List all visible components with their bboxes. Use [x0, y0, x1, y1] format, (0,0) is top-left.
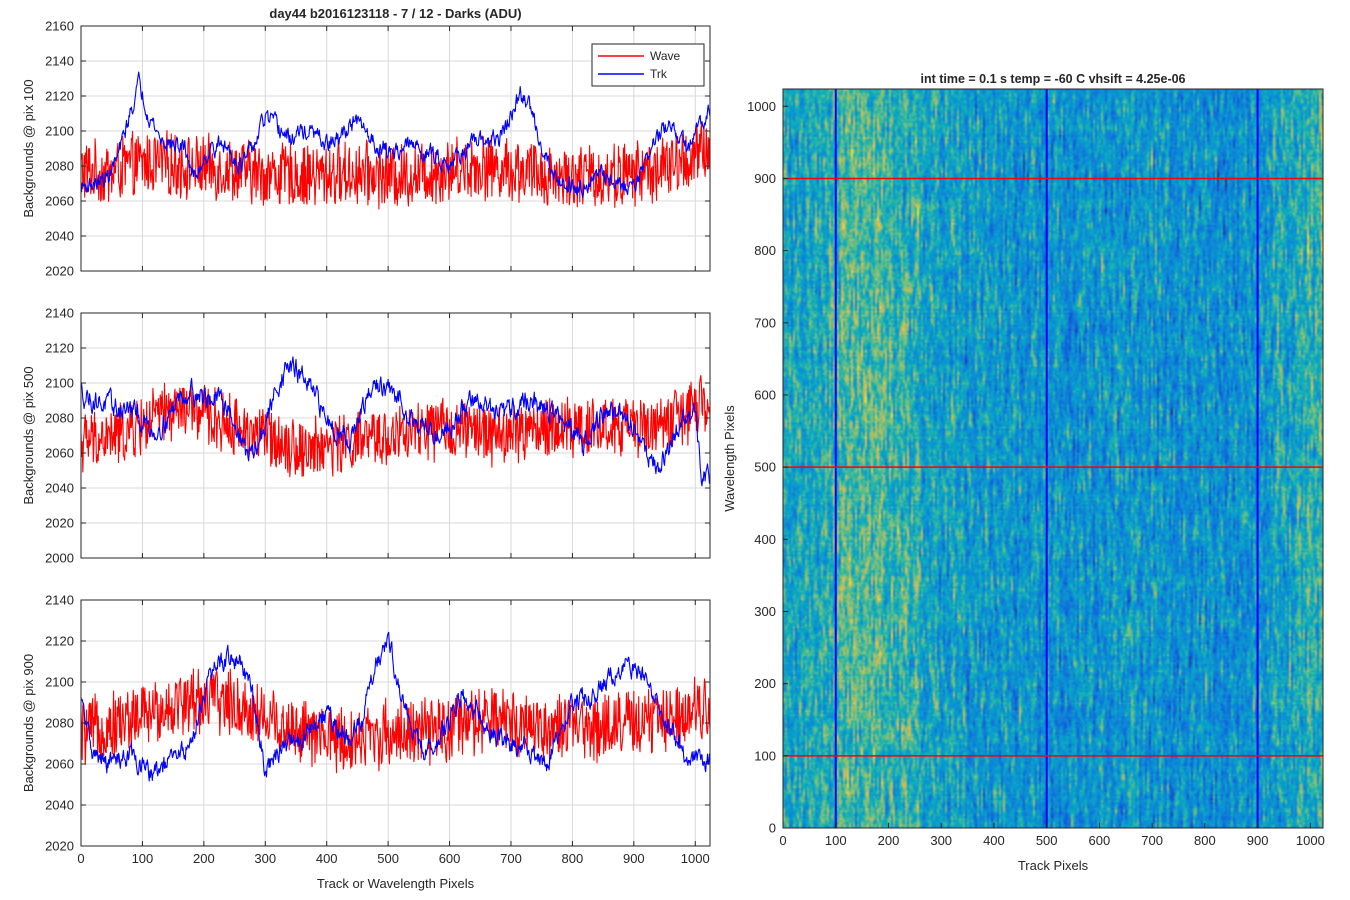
series-line-trk	[80, 631, 711, 782]
chart-title: int time = 0.1 s temp = -60 C vhsift = 4…	[920, 72, 1185, 86]
axes-box	[782, 88, 1324, 829]
x-tick-label: 700	[1141, 833, 1163, 848]
x-axis-label: Track or Wavelength Pixels	[317, 876, 475, 891]
y-tick-label: 100	[754, 748, 776, 763]
y-tick-label: 2160	[45, 19, 74, 34]
x-tick-label: 500	[377, 851, 399, 866]
y-tick-label: 2060	[45, 757, 74, 772]
y-tick-label: 300	[754, 604, 776, 619]
series-line-wave	[80, 668, 711, 774]
x-tick-label: 200	[878, 833, 900, 848]
y-tick-label: 2040	[45, 481, 74, 496]
x-axis-label: Track Pixels	[1018, 858, 1089, 873]
x-tick-label: 1000	[681, 851, 710, 866]
y-tick-label: 2120	[45, 634, 74, 649]
y-tick-label: 2080	[45, 716, 74, 731]
series-line-trk	[80, 356, 711, 487]
series-line-wave	[80, 122, 711, 210]
y-tick-label: 2060	[45, 446, 74, 461]
y-tick-label: 2020	[45, 839, 74, 854]
y-tick-label: 800	[754, 243, 776, 258]
y-tick-label: 2060	[45, 194, 74, 209]
y-tick-label: 2100	[45, 376, 74, 391]
x-tick-label: 600	[439, 851, 461, 866]
plot-p500: 2000 2020 2040 2060 2080 2100 2120 2140 Backgrou…	[21, 306, 711, 566]
x-tick-label: 400	[983, 833, 1005, 848]
legend: Wave Trk	[591, 43, 705, 87]
x-tick-label: 500	[1036, 833, 1058, 848]
y-tick-label: 500	[754, 460, 776, 475]
y-tick-label: 2020	[45, 516, 74, 531]
y-tick-label: 2140	[45, 306, 74, 321]
x-tick-label: 100	[132, 851, 154, 866]
plot-p900: 0 100 200 300 400 500 600 700 800 900 1000 2020 2040…	[21, 593, 711, 891]
x-tick-label: 800	[1194, 833, 1216, 848]
y-axis-label: Backgrounds @ pix 100	[21, 79, 36, 217]
x-tick-label: 700	[500, 851, 522, 866]
x-tick-label: 1000	[1296, 833, 1325, 848]
y-tick-label: 1000	[747, 99, 776, 114]
y-axis-label: Backgrounds @ pix 500	[21, 366, 36, 504]
chart-title: day44 b2016123118 - 7 / 12 - Darks (ADU)	[269, 6, 521, 21]
y-tick-label: 700	[754, 315, 776, 330]
y-tick-label: 2040	[45, 798, 74, 813]
plot-img: 0 100 200 300 400 500 600 700 800 900 1000 0 100 200 3…	[722, 72, 1325, 873]
x-tick-label: 0	[77, 851, 84, 866]
legend-box	[591, 43, 705, 87]
y-tick-label: 2120	[45, 89, 74, 104]
y-tick-label: 2100	[45, 124, 74, 139]
y-axis-label: Backgrounds @ pix 900	[21, 654, 36, 792]
heatmap-image	[783, 89, 1323, 828]
y-tick-label: 2120	[45, 341, 74, 356]
y-tick-label: 2080	[45, 411, 74, 426]
x-tick-label: 800	[562, 851, 584, 866]
y-tick-label: 900	[754, 171, 776, 186]
x-tick-label: 300	[254, 851, 276, 866]
x-tick-label: 600	[1089, 833, 1111, 848]
y-tick-label: 2020	[45, 264, 74, 279]
y-axis-label: Wavelength Pixels	[722, 405, 737, 512]
y-tick-label: 2040	[45, 229, 74, 244]
x-tick-label: 100	[825, 833, 847, 848]
y-tick-label: 2100	[45, 675, 74, 690]
x-tick-label: 300	[930, 833, 952, 848]
axes-box	[80, 312, 711, 559]
y-tick-label: 600	[754, 387, 776, 402]
x-tick-label: 0	[779, 833, 786, 848]
axes-box	[80, 25, 711, 272]
x-tick-label: 900	[623, 851, 645, 866]
y-tick-label: 2080	[45, 159, 74, 174]
y-tick-label: 2000	[45, 551, 74, 566]
y-tick-label: 2140	[45, 54, 74, 69]
y-tick-label: 400	[754, 532, 776, 547]
y-tick-label: 200	[754, 676, 776, 691]
plot-p100: 2020 2040 2060 2080 2100 2120 2140 2160 day44 b2…	[21, 6, 711, 279]
x-tick-label: 900	[1247, 833, 1269, 848]
y-tick-label: 0	[769, 821, 776, 836]
y-tick-label: 2140	[45, 593, 74, 608]
legend-label-trk: Trk	[650, 67, 668, 81]
series-line-trk	[80, 71, 711, 199]
legend-label-wave: Wave	[650, 49, 681, 63]
x-tick-label: 200	[193, 851, 215, 866]
x-tick-label: 400	[316, 851, 338, 866]
